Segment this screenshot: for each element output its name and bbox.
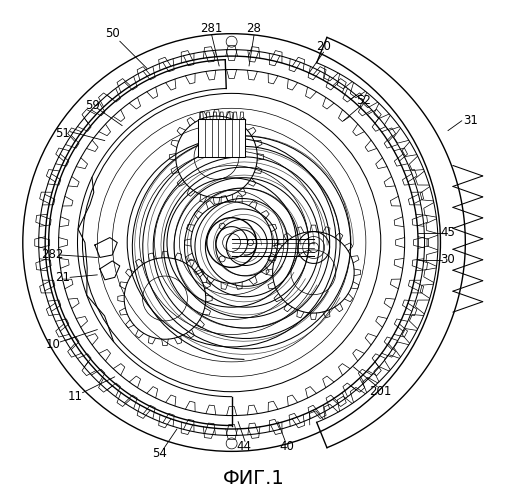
Text: 20: 20 bbox=[316, 40, 331, 52]
Text: 10: 10 bbox=[45, 338, 60, 351]
Text: 59: 59 bbox=[85, 100, 100, 112]
Text: 282: 282 bbox=[42, 248, 64, 262]
Text: 28: 28 bbox=[246, 22, 262, 35]
Text: 52: 52 bbox=[356, 94, 371, 108]
Text: 54: 54 bbox=[152, 448, 167, 460]
Text: 50: 50 bbox=[105, 27, 120, 40]
Bar bbox=[198, 120, 245, 157]
Text: 11: 11 bbox=[68, 390, 82, 403]
Text: 51: 51 bbox=[55, 126, 70, 140]
Text: 30: 30 bbox=[440, 254, 455, 266]
Text: 281: 281 bbox=[201, 22, 223, 35]
Text: 45: 45 bbox=[440, 226, 455, 239]
Text: 21: 21 bbox=[55, 271, 70, 284]
Text: 201: 201 bbox=[370, 385, 392, 398]
Text: 40: 40 bbox=[279, 440, 294, 453]
Text: 44: 44 bbox=[237, 440, 251, 453]
Text: ФИГ.1: ФИГ.1 bbox=[223, 469, 285, 488]
Text: 31: 31 bbox=[463, 114, 478, 127]
